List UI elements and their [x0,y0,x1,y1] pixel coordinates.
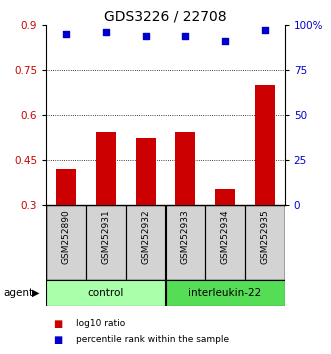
Bar [175,132,195,205]
Text: log10 ratio: log10 ratio [76,319,125,329]
Text: control: control [88,288,124,298]
Text: ▶: ▶ [32,288,40,298]
Point [222,38,228,44]
Bar [205,205,245,280]
Text: GSM252934: GSM252934 [220,209,230,264]
Text: ■: ■ [53,319,62,329]
Bar [46,205,86,280]
Bar [126,205,166,280]
Bar [166,280,285,306]
Text: percentile rank within the sample: percentile rank within the sample [76,335,229,344]
Text: GSM252933: GSM252933 [181,209,190,264]
Bar [136,138,156,205]
Bar [86,205,126,280]
Bar [215,189,235,205]
Bar [96,132,116,205]
Text: ■: ■ [53,335,62,345]
Bar [255,85,275,205]
Point [262,27,267,33]
Text: GSM252931: GSM252931 [101,209,111,264]
Text: GSM252935: GSM252935 [260,209,269,264]
Bar [46,280,166,306]
Bar [166,205,205,280]
Bar [245,205,285,280]
Bar [56,169,76,205]
Point [64,31,69,37]
Text: GSM252932: GSM252932 [141,209,150,264]
Point [183,33,188,39]
Title: GDS3226 / 22708: GDS3226 / 22708 [104,10,227,24]
Text: interleukin-22: interleukin-22 [188,288,262,298]
Point [143,33,148,39]
Text: GSM252890: GSM252890 [62,209,71,264]
Point [103,29,109,35]
Text: agent: agent [3,288,33,298]
